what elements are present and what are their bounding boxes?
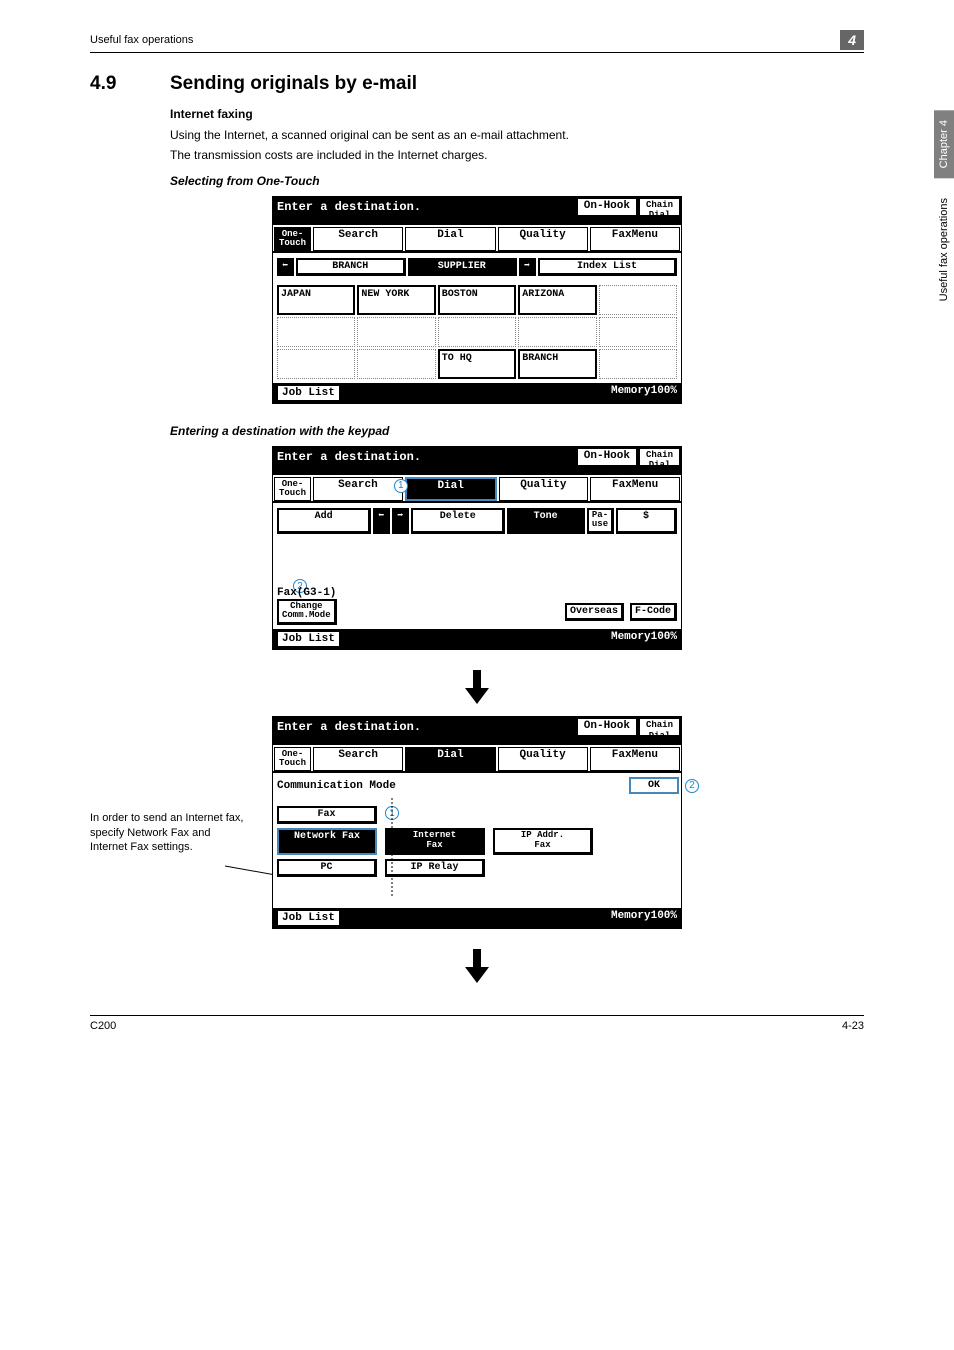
comm-mode-label: Communication Mode	[277, 780, 623, 792]
dest-empty[interactable]	[599, 285, 677, 315]
memory-status: Memory100%	[611, 910, 677, 926]
change-comm-mode-button[interactable]: Change Comm.Mode	[277, 599, 337, 626]
job-list-button[interactable]: Job List	[277, 910, 340, 926]
tab-dial[interactable]: Dial	[405, 747, 495, 771]
nav-left-button[interactable]: ⬅	[277, 258, 294, 276]
pc-button[interactable]: PC	[277, 859, 377, 877]
side-tab: Chapter 4 Useful fax operations	[934, 110, 954, 302]
delete-button[interactable]: Delete	[411, 508, 505, 535]
nav-branch[interactable]: BRANCH	[296, 258, 405, 276]
destination-grid: JAPAN NEW YORK BOSTON ARIZONA TO HQ BRAN…	[277, 285, 677, 379]
ip-relay-button[interactable]: IP Relay	[385, 859, 485, 877]
fax-mode-label: Fax(G3-1)	[277, 587, 677, 599]
side-chapter: Chapter 4	[934, 110, 954, 178]
tone-button[interactable]: Tone	[507, 508, 585, 535]
fax-button[interactable]: Fax	[277, 806, 377, 824]
dest-empty[interactable]	[599, 349, 677, 379]
page-footer: C200 4-23	[90, 1015, 864, 1032]
arrow-down-icon	[90, 949, 864, 985]
marker-2-icon: 2	[685, 779, 699, 793]
ok-button[interactable]: OK	[629, 777, 679, 794]
pause-button[interactable]: Pa- use	[587, 508, 614, 535]
on-hook-button[interactable]: On-Hook	[577, 718, 637, 736]
ip-addr-fax-button[interactable]: IP Addr. Fax	[493, 828, 593, 855]
nav-left-button[interactable]: ⬅	[373, 508, 390, 535]
section-title: Sending originals by e-mail	[170, 73, 417, 95]
subheading: Internet faxing	[170, 107, 864, 121]
lcd-title: Enter a destination.	[273, 717, 576, 737]
lcd-title: Enter a destination.	[273, 197, 576, 217]
marker-1-icon: 1	[394, 479, 408, 493]
header-left: Useful fax operations	[90, 34, 193, 46]
arrow-down-icon	[90, 670, 864, 706]
fcode-button[interactable]: F-Code	[630, 603, 677, 621]
paragraph-2: The transmission costs are included in t…	[170, 147, 864, 164]
dest-arizona[interactable]: ARIZONA	[518, 285, 596, 315]
tab-one-touch[interactable]: One- Touch	[274, 477, 311, 501]
nav-index-list[interactable]: Index List	[538, 258, 677, 276]
on-hook-button[interactable]: On-Hook	[577, 448, 637, 466]
on-hook-button[interactable]: On-Hook	[577, 198, 637, 216]
tab-search[interactable]: Search	[313, 227, 403, 251]
dest-empty[interactable]	[277, 349, 355, 379]
dest-empty[interactable]	[518, 317, 596, 347]
nav-supplier[interactable]: SUPPLIER	[408, 258, 517, 276]
dest-japan[interactable]: JAPAN	[277, 285, 355, 315]
footer-left: C200	[90, 1020, 116, 1032]
side-label: Useful fax operations	[938, 198, 950, 301]
chain-dial-button[interactable]: Chain Dial	[639, 448, 680, 466]
tab-search[interactable]: Search	[313, 747, 403, 771]
add-button[interactable]: Add	[277, 508, 371, 535]
keypad-heading: Entering a destination with the keypad	[170, 424, 864, 438]
internet-fax-button[interactable]: Internet Fax	[385, 828, 485, 855]
chain-dial-button[interactable]: Chain Dial	[639, 198, 680, 216]
chain-dial-button[interactable]: Chain Dial	[639, 718, 680, 736]
dest-empty[interactable]	[438, 317, 516, 347]
page-header: Useful fax operations 4	[90, 30, 864, 53]
tab-faxmenu[interactable]: FaxMenu	[590, 747, 680, 771]
lcd-screen-1: Enter a destination. On-Hook Chain Dial …	[272, 196, 682, 404]
tab-faxmenu[interactable]: FaxMenu	[590, 227, 680, 251]
section-heading: 4.9 Sending originals by e-mail	[90, 73, 864, 95]
job-list-button[interactable]: Job List	[277, 631, 340, 647]
dest-empty[interactable]	[357, 349, 435, 379]
paragraph-1: Using the Internet, a scanned original c…	[170, 127, 864, 144]
dollar-button[interactable]: $	[616, 508, 677, 535]
section-number: 4.9	[90, 73, 170, 95]
network-fax-button[interactable]: Network Fax	[277, 828, 377, 855]
tab-one-touch[interactable]: One- Touch	[274, 227, 311, 251]
chapter-tab: 4	[840, 30, 864, 50]
selecting-heading: Selecting from One-Touch	[170, 174, 864, 188]
dest-newyork[interactable]: NEW YORK	[357, 285, 435, 315]
dest-empty[interactable]	[357, 317, 435, 347]
tab-quality[interactable]: Quality	[498, 747, 588, 771]
nav-right-button[interactable]: ➡	[519, 258, 536, 276]
dest-branch[interactable]: BRANCH	[518, 349, 596, 379]
memory-status: Memory100%	[611, 631, 677, 647]
lcd-screen-3: Enter a destination. On-Hook Chain Dial …	[272, 716, 682, 929]
lcd-screen-2: Enter a destination. On-Hook Chain Dial …	[272, 446, 682, 651]
tab-quality[interactable]: Quality	[498, 227, 588, 251]
dest-boston[interactable]: BOSTON	[438, 285, 516, 315]
tab-dial[interactable]: Dial	[405, 227, 495, 251]
overseas-button[interactable]: Overseas	[565, 603, 624, 621]
tab-one-touch[interactable]: One- Touch	[274, 747, 311, 771]
dest-tohq[interactable]: TO HQ	[438, 349, 516, 379]
memory-status: Memory100%	[611, 385, 677, 401]
lcd-title: Enter a destination.	[273, 447, 576, 467]
tab-search[interactable]: Search 1	[313, 477, 403, 501]
footer-right: 4-23	[842, 1020, 864, 1032]
nav-right-button[interactable]: ➡	[392, 508, 409, 535]
tab-dial[interactable]: Dial	[405, 477, 497, 501]
tab-faxmenu[interactable]: FaxMenu	[590, 477, 680, 501]
dest-empty[interactable]	[277, 317, 355, 347]
dest-empty[interactable]	[599, 317, 677, 347]
tab-quality[interactable]: Quality	[499, 477, 589, 501]
job-list-button[interactable]: Job List	[277, 385, 340, 401]
